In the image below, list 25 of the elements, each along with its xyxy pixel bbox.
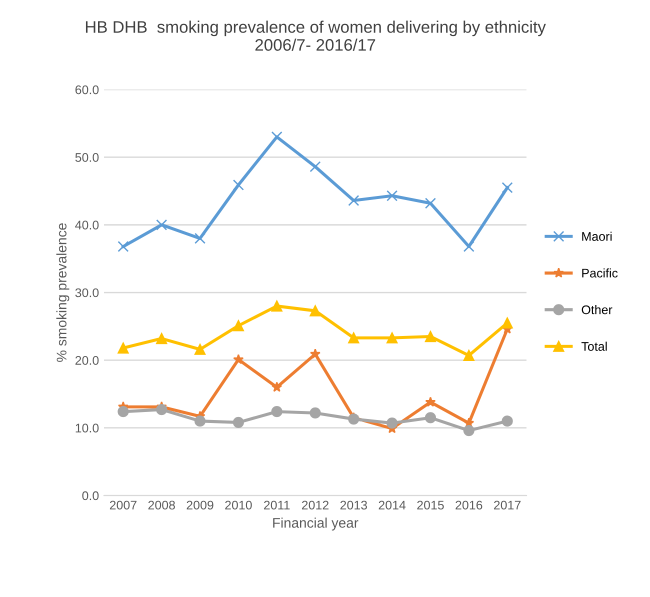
x-tick-label: 2013 [340, 500, 368, 510]
y-axis-title: % smoking prevalence [56, 223, 70, 362]
x-tick-label: 2016 [456, 500, 482, 510]
y-tick-label: 10.0 [76, 424, 99, 432]
x-tick-label: 2009 [186, 500, 214, 510]
legend-label: Maori [582, 232, 612, 241]
x-tick-label: 2007 [110, 500, 136, 510]
chart-title: HB DHB smoking prevalence of women delivering by ethnicity 2006/7- 2016/17 [86, 20, 546, 51]
legend-label: Pacific [582, 268, 618, 278]
y-tick-label: 20.0 [75, 356, 99, 365]
y-tick-label: 60.0 [75, 85, 99, 94]
y-tick-label: 30.0 [75, 288, 99, 298]
x-tick-label: 2015 [417, 500, 444, 510]
legend-label: Total [581, 342, 607, 351]
x-tick-label: 2008 [148, 500, 175, 510]
x-tick-label: 2012 [302, 500, 329, 510]
x-tick-label: 2011 [264, 500, 290, 510]
x-tick-label: 2017 [494, 500, 521, 510]
y-tick-label: 50.0 [75, 153, 99, 162]
y-tick-label: 40.0 [75, 220, 99, 230]
x-axis-title: Financial year [273, 518, 358, 531]
x-tick-label: 2014 [378, 500, 406, 510]
y-tick-label: 0.0 [82, 491, 99, 500]
legend-label: Other [582, 305, 612, 314]
x-tick-label: 2010 [225, 500, 252, 510]
